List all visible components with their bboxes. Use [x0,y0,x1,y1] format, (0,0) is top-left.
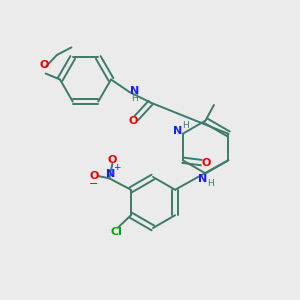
Text: N: N [106,169,115,179]
Text: O: O [128,116,138,126]
Text: +: + [113,163,121,172]
Text: O: O [39,60,49,70]
Text: −: − [89,179,98,189]
Text: O: O [202,158,211,168]
Text: N: N [130,85,139,96]
Text: H: H [208,178,214,188]
Text: N: N [198,174,207,184]
Text: O: O [89,171,98,181]
Text: N: N [172,126,182,136]
Text: O: O [108,155,117,165]
Text: H: H [182,121,189,130]
Text: Cl: Cl [111,227,123,237]
Text: H: H [131,94,138,103]
